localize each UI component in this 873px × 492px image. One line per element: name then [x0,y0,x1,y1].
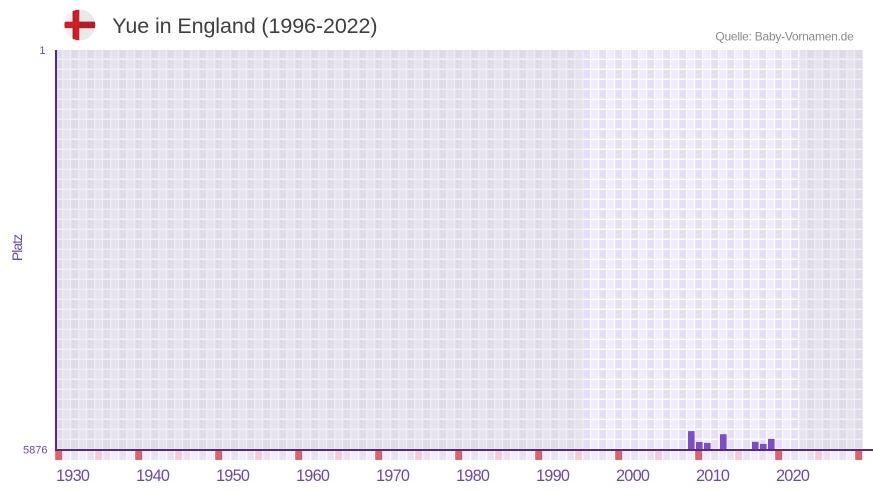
svg-text:2000: 2000 [616,467,650,485]
svg-text:Platz: Platz [9,234,25,261]
svg-text:2020: 2020 [776,467,810,485]
svg-text:1940: 1940 [136,467,170,485]
svg-text:5876: 5876 [23,445,47,457]
svg-text:1970: 1970 [376,467,410,485]
svg-text:1960: 1960 [296,467,330,485]
svg-text:1980: 1980 [456,467,490,485]
svg-text:1990: 1990 [536,467,570,485]
svg-text:1: 1 [39,45,45,57]
svg-text:2010: 2010 [696,467,730,485]
svg-text:Quelle: Baby-Vornamen.de: Quelle: Baby-Vornamen.de [715,29,854,43]
svg-text:Yue in England (1996-2022): Yue in England (1996-2022) [112,14,377,38]
svg-text:1930: 1930 [56,467,90,485]
svg-text:1950: 1950 [216,467,250,485]
